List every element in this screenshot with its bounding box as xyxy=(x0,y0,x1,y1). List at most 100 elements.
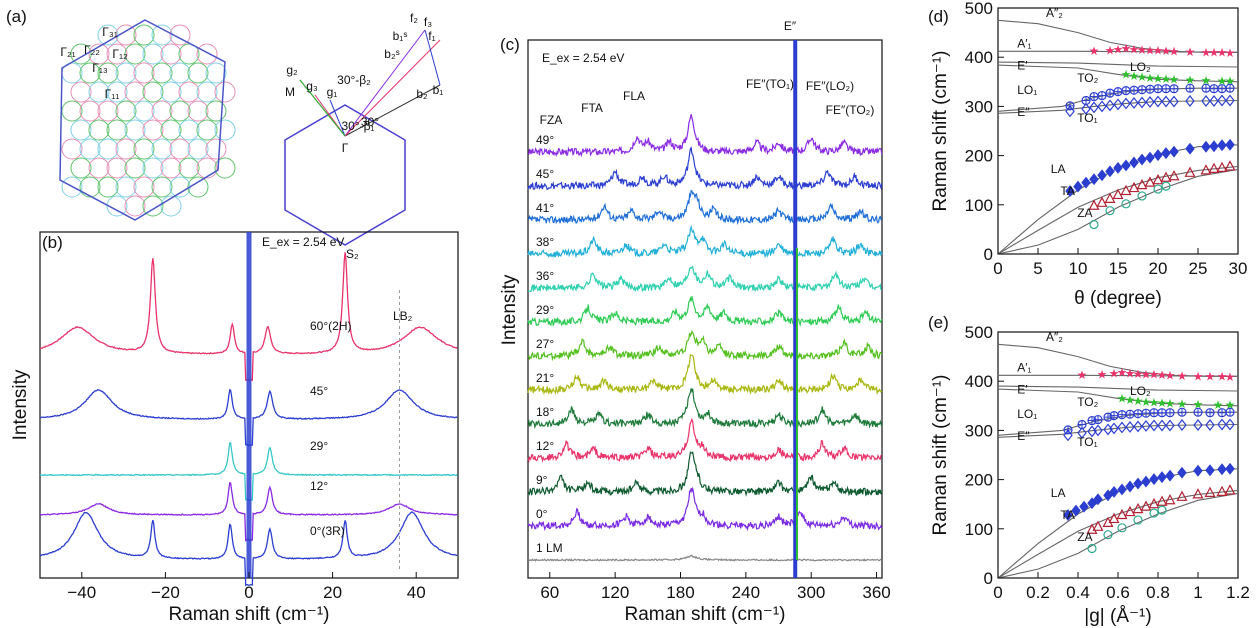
panel-d-xtick-label: 0 xyxy=(993,259,1002,278)
panel-d-point xyxy=(1105,206,1115,216)
panel-b-xlabel: Raman shift (cm⁻¹) xyxy=(169,604,330,625)
panel-e-point xyxy=(1125,420,1135,433)
panel-d-point xyxy=(1201,140,1211,153)
moire-ring xyxy=(61,138,83,160)
panel-e-point xyxy=(1141,420,1151,432)
moire-ring xyxy=(106,157,128,179)
panel-d-point xyxy=(1217,139,1227,152)
panel-d-point xyxy=(1073,180,1083,193)
panel-d-point xyxy=(1065,105,1075,118)
gamma-label: Γ₂₂ xyxy=(84,43,100,57)
moire-ring xyxy=(160,157,182,179)
moire-ring xyxy=(187,138,209,160)
panel-e-point: ★ xyxy=(1133,394,1144,408)
panel-e-chart: ★ ★ ★★★★★★★★ ★ ★ ★ ★★★★★★★★★ ★ ★ ★ ★ 0 0.2 0.4 0.6 0.8… xyxy=(930,323,1250,627)
panel-e-point xyxy=(1205,419,1215,431)
panel-e-point xyxy=(1133,420,1143,433)
panel-d-point xyxy=(1152,173,1164,185)
panel-d-ytick-label: 300 xyxy=(965,97,993,116)
panel-d-point xyxy=(1088,199,1100,210)
panel-e-point xyxy=(1156,495,1168,506)
moire-ring xyxy=(70,43,92,65)
brillouin-zone-large xyxy=(59,19,226,221)
moire-ring xyxy=(106,81,128,103)
panel-e-point xyxy=(1124,505,1136,517)
panel-e-point: ★ xyxy=(1225,370,1236,384)
panel-e-point xyxy=(1103,530,1113,540)
reciprocal-vectors xyxy=(299,29,441,137)
panel-label-c: (c) xyxy=(500,35,520,54)
panel-c-series-line xyxy=(527,451,883,497)
panel-e-point: ★ xyxy=(1141,367,1152,381)
panel-c-mode-label: E″ xyxy=(784,19,797,33)
panel-d-point: ★ xyxy=(1137,43,1148,57)
panel-d-point: ★ xyxy=(1217,45,1228,59)
panel-e-point xyxy=(1079,500,1089,513)
panel-b-energy: E_ex = 2.54 eV xyxy=(262,235,344,249)
panel-d-point xyxy=(1144,176,1156,187)
panel-b-ylabel: Intensity xyxy=(10,369,31,440)
panel-c-e-double-prime-peak xyxy=(793,40,798,578)
panel-c-series-line xyxy=(527,417,882,463)
panel-d-point xyxy=(1136,178,1148,190)
panel-e-point xyxy=(1108,512,1120,524)
panel-b-xtick-label: −40 xyxy=(67,583,96,602)
panel-e-branch-label: LO₂ xyxy=(1130,384,1151,398)
panel-label-a: (a) xyxy=(6,7,27,26)
vector-label: g₃ xyxy=(306,79,318,93)
panel-e-point xyxy=(1133,477,1143,490)
panel-c-frame xyxy=(527,39,883,579)
panel-d-point xyxy=(1185,142,1195,155)
panel-c-series-line xyxy=(527,146,883,191)
panel-e-ytick-label: 300 xyxy=(965,421,993,440)
moire-ring xyxy=(178,81,200,103)
panel-e-point xyxy=(1077,426,1087,439)
moire-ring xyxy=(115,100,137,122)
panel-d-point xyxy=(1168,169,1180,181)
moire-ring xyxy=(79,62,101,84)
moire-ring xyxy=(124,81,146,103)
panel-e-point xyxy=(1216,485,1228,496)
panel-c-series-label: 27° xyxy=(536,337,554,351)
panel-e-point-cross xyxy=(1118,410,1126,419)
panel-d-point: ★ xyxy=(1217,74,1228,88)
panel-c-xtick-label: 180 xyxy=(666,583,694,602)
panel-e-branch-label: LO₁ xyxy=(1017,407,1037,421)
panel-d-point: ★ xyxy=(1225,46,1236,60)
panel-e-point xyxy=(1071,504,1081,517)
vector-label: f₁ xyxy=(428,29,435,43)
panel-d-point: ★ xyxy=(1153,43,1164,57)
panel-e-point-cross xyxy=(1206,408,1214,417)
moire-ring xyxy=(205,100,227,122)
panel-e-branch-label: TO₂ xyxy=(1077,395,1098,409)
vector-label: b₂ˢ xyxy=(384,47,399,61)
panel-e-point xyxy=(1149,508,1159,518)
moire-ring xyxy=(70,157,92,179)
panel-d-point: ★ xyxy=(1161,72,1172,86)
panel-d-point: ★ xyxy=(1121,67,1132,81)
panel-d-chart: ★ ★★★★★★★★★ ★ ★★★★★★★★★★★ ★ ★ ★★ 0 5 10 15 20 25 300… xyxy=(930,0,1247,309)
panel-d-point xyxy=(1129,96,1139,109)
panel-d-point xyxy=(1217,94,1227,107)
moire-ring xyxy=(115,176,137,198)
panel-d-point: ★ xyxy=(1169,44,1180,58)
panel-e-point: ★ xyxy=(1097,367,1108,381)
panel-b-series-label: 12° xyxy=(310,479,328,493)
panel-e-point xyxy=(1087,543,1097,554)
moire-ring xyxy=(124,157,146,179)
panel-d-point xyxy=(1089,173,1099,186)
vector-label: b₁ˢ xyxy=(393,29,408,43)
panel-e-point: ★ xyxy=(1157,396,1168,410)
moire-ring xyxy=(151,176,173,198)
panel-e-point xyxy=(1217,463,1227,476)
panel-d-point xyxy=(1208,162,1220,173)
panel-e-dispersion-curve xyxy=(997,423,1239,438)
moire-ring xyxy=(214,157,236,179)
panel-d-point xyxy=(1184,166,1196,177)
moire-ring xyxy=(169,176,191,198)
panel-d-point-cross xyxy=(1170,84,1178,93)
panel-b-series-label: 0°(3R) xyxy=(310,524,345,538)
panel-e-point: ★ xyxy=(1157,368,1168,382)
